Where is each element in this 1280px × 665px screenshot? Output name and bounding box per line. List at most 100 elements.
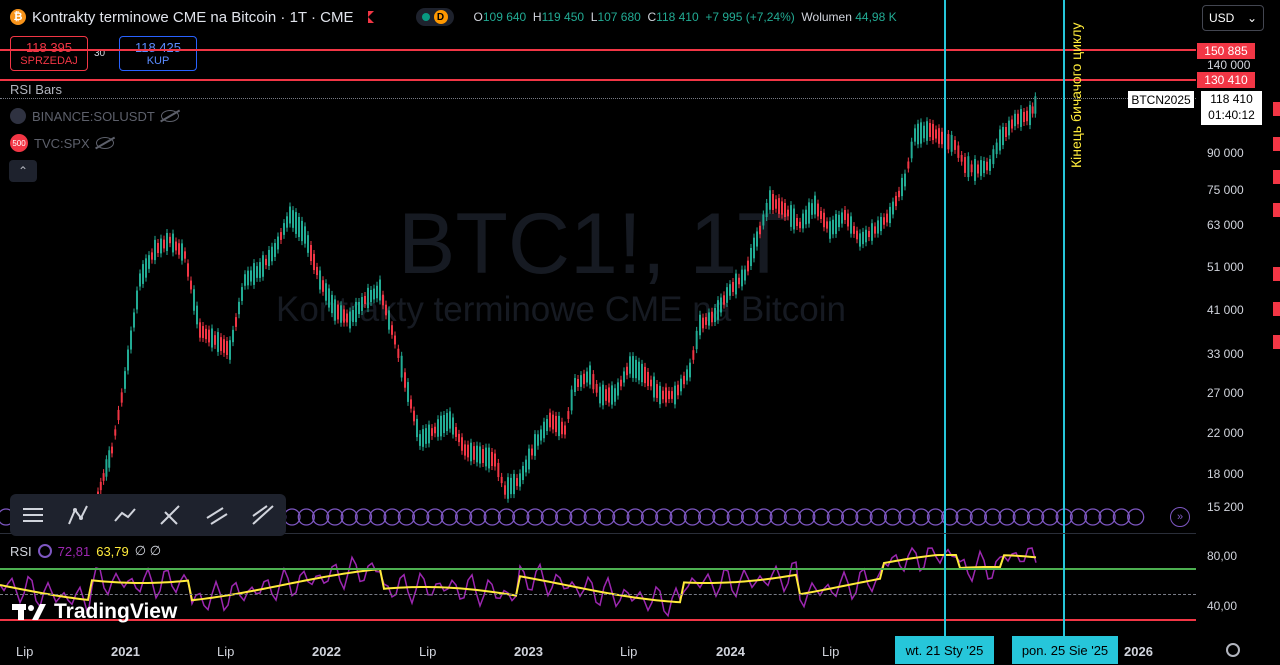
candle-body [286, 216, 288, 228]
sell-button[interactable]: 118 395 SPRZEDAJ [10, 36, 88, 71]
candle-body [967, 156, 970, 178]
candle-body [735, 273, 737, 295]
candle-body [376, 285, 378, 299]
channel-tool-icon[interactable] [204, 502, 230, 528]
candle-body [769, 190, 771, 210]
resistance-line-150885[interactable] [0, 49, 1196, 51]
pane-separator[interactable] [0, 533, 1196, 534]
event-marker [426, 508, 444, 526]
candle-body [229, 340, 231, 360]
lines-tool-icon[interactable] [20, 502, 46, 528]
candle-body [136, 290, 138, 310]
candle-body [692, 350, 695, 360]
symbol-title[interactable]: Kontrakty terminowe CME na Bitcoin · 1T … [32, 8, 354, 26]
candle-body [799, 221, 801, 229]
ohlc-readout: O109 640 H119 450 L107 680 C118 410 +7 9… [473, 10, 897, 24]
fork-tool-icon[interactable] [158, 502, 184, 528]
candle-body [416, 418, 418, 438]
trend-tool-icon[interactable] [250, 502, 276, 528]
candle-body [680, 378, 682, 392]
candle-body [391, 325, 393, 335]
candle-body [989, 159, 991, 171]
event-marker [726, 508, 744, 526]
candle-body [626, 366, 628, 376]
event-marker [912, 508, 930, 526]
candle-body [970, 164, 973, 173]
candle-body [802, 213, 804, 229]
legend-rsi-bars[interactable]: RSI Bars [10, 82, 63, 97]
candle-body [220, 337, 222, 351]
price-axis-label: 15 200 [1207, 500, 1244, 514]
price-axis-label: 27 000 [1207, 386, 1244, 400]
event-marker [283, 508, 301, 526]
collapse-legend-button[interactable]: ⌃ [9, 160, 37, 182]
candle-body [699, 314, 701, 336]
candle-body [1014, 113, 1016, 127]
cycle-line-aug25[interactable] [1063, 0, 1065, 640]
candle-body [217, 332, 219, 352]
price-tag-150885[interactable]: 150 885 [1197, 43, 1255, 59]
eye-hidden-icon[interactable] [160, 110, 179, 122]
candle-body [747, 260, 749, 272]
candle-body [656, 384, 658, 398]
candle-body [482, 449, 484, 463]
path-tool-icon[interactable] [112, 502, 138, 528]
market-status-pill[interactable]: D [415, 8, 454, 26]
eye-hidden-icon[interactable] [95, 137, 114, 149]
candle-body [105, 459, 108, 477]
candle-body [595, 383, 598, 393]
candle-body [826, 221, 828, 229]
candle-body [1029, 104, 1031, 126]
scroll-to-realtime-button[interactable]: » [1170, 507, 1190, 527]
candle-body [491, 452, 493, 466]
candle-body [935, 129, 937, 139]
symbol-tag: BTCN2025 [1128, 91, 1194, 108]
candle-body [440, 415, 442, 437]
candle-body [778, 198, 780, 214]
event-marker [583, 508, 601, 526]
candle-body [130, 330, 132, 350]
price-tag-130410[interactable]: 130 410 [1197, 72, 1255, 88]
date-tag-jan25[interactable]: wt. 21 Sty '25 [895, 636, 994, 664]
gear-icon[interactable] [1226, 643, 1240, 657]
candle-body [659, 385, 661, 405]
candle-body [388, 310, 390, 330]
buy-button[interactable]: 118 425 KUP [119, 36, 197, 71]
rsi-legend[interactable]: RSI 72,81 63,79 ∅ ∅ [10, 543, 162, 559]
candle-body [373, 288, 375, 300]
currency-select[interactable]: USD ⌄ [1202, 5, 1264, 31]
candle-body [139, 273, 141, 287]
candle-body [964, 157, 966, 173]
candle-body [394, 335, 396, 345]
candle-body [589, 365, 591, 385]
cycle-line-jan25[interactable] [944, 0, 946, 640]
legend-compare-spx[interactable]: 500 TVC:SPX [10, 134, 114, 152]
rsi-upper-band [0, 568, 1196, 570]
candle-body [283, 223, 285, 235]
candle-body [370, 289, 372, 303]
candle-body [714, 307, 716, 323]
cycle-end-annotation[interactable]: Кінець бичачого циклу [1068, 22, 1084, 168]
event-marker [783, 508, 802, 526]
offscreen-marker [1273, 302, 1280, 316]
price-chart[interactable] [0, 0, 1196, 665]
candle-body [397, 348, 400, 358]
resistance-line-130410[interactable] [0, 79, 1196, 81]
event-marker [826, 508, 845, 526]
tradingview-logo[interactable]: TradingView [12, 600, 177, 624]
candle-body [910, 141, 913, 159]
event-marker [612, 508, 630, 526]
rsi-mid-band [0, 594, 1196, 595]
candle-body [382, 294, 384, 306]
candle-body [995, 142, 998, 155]
legend-compare-solusdt[interactable]: BINANCE:SOLUSDT [10, 108, 179, 124]
candle-body [1002, 126, 1004, 146]
candle-body [531, 448, 533, 456]
candle-body [199, 322, 201, 338]
flag-icon[interactable] [367, 11, 374, 23]
pattern-tool-icon[interactable] [66, 502, 92, 528]
candle-body [756, 231, 758, 247]
date-tag-aug25[interactable]: pon. 25 Sie '25 [1012, 636, 1118, 664]
rsi-settings-icon[interactable] [37, 544, 52, 558]
candle-body [534, 434, 536, 456]
